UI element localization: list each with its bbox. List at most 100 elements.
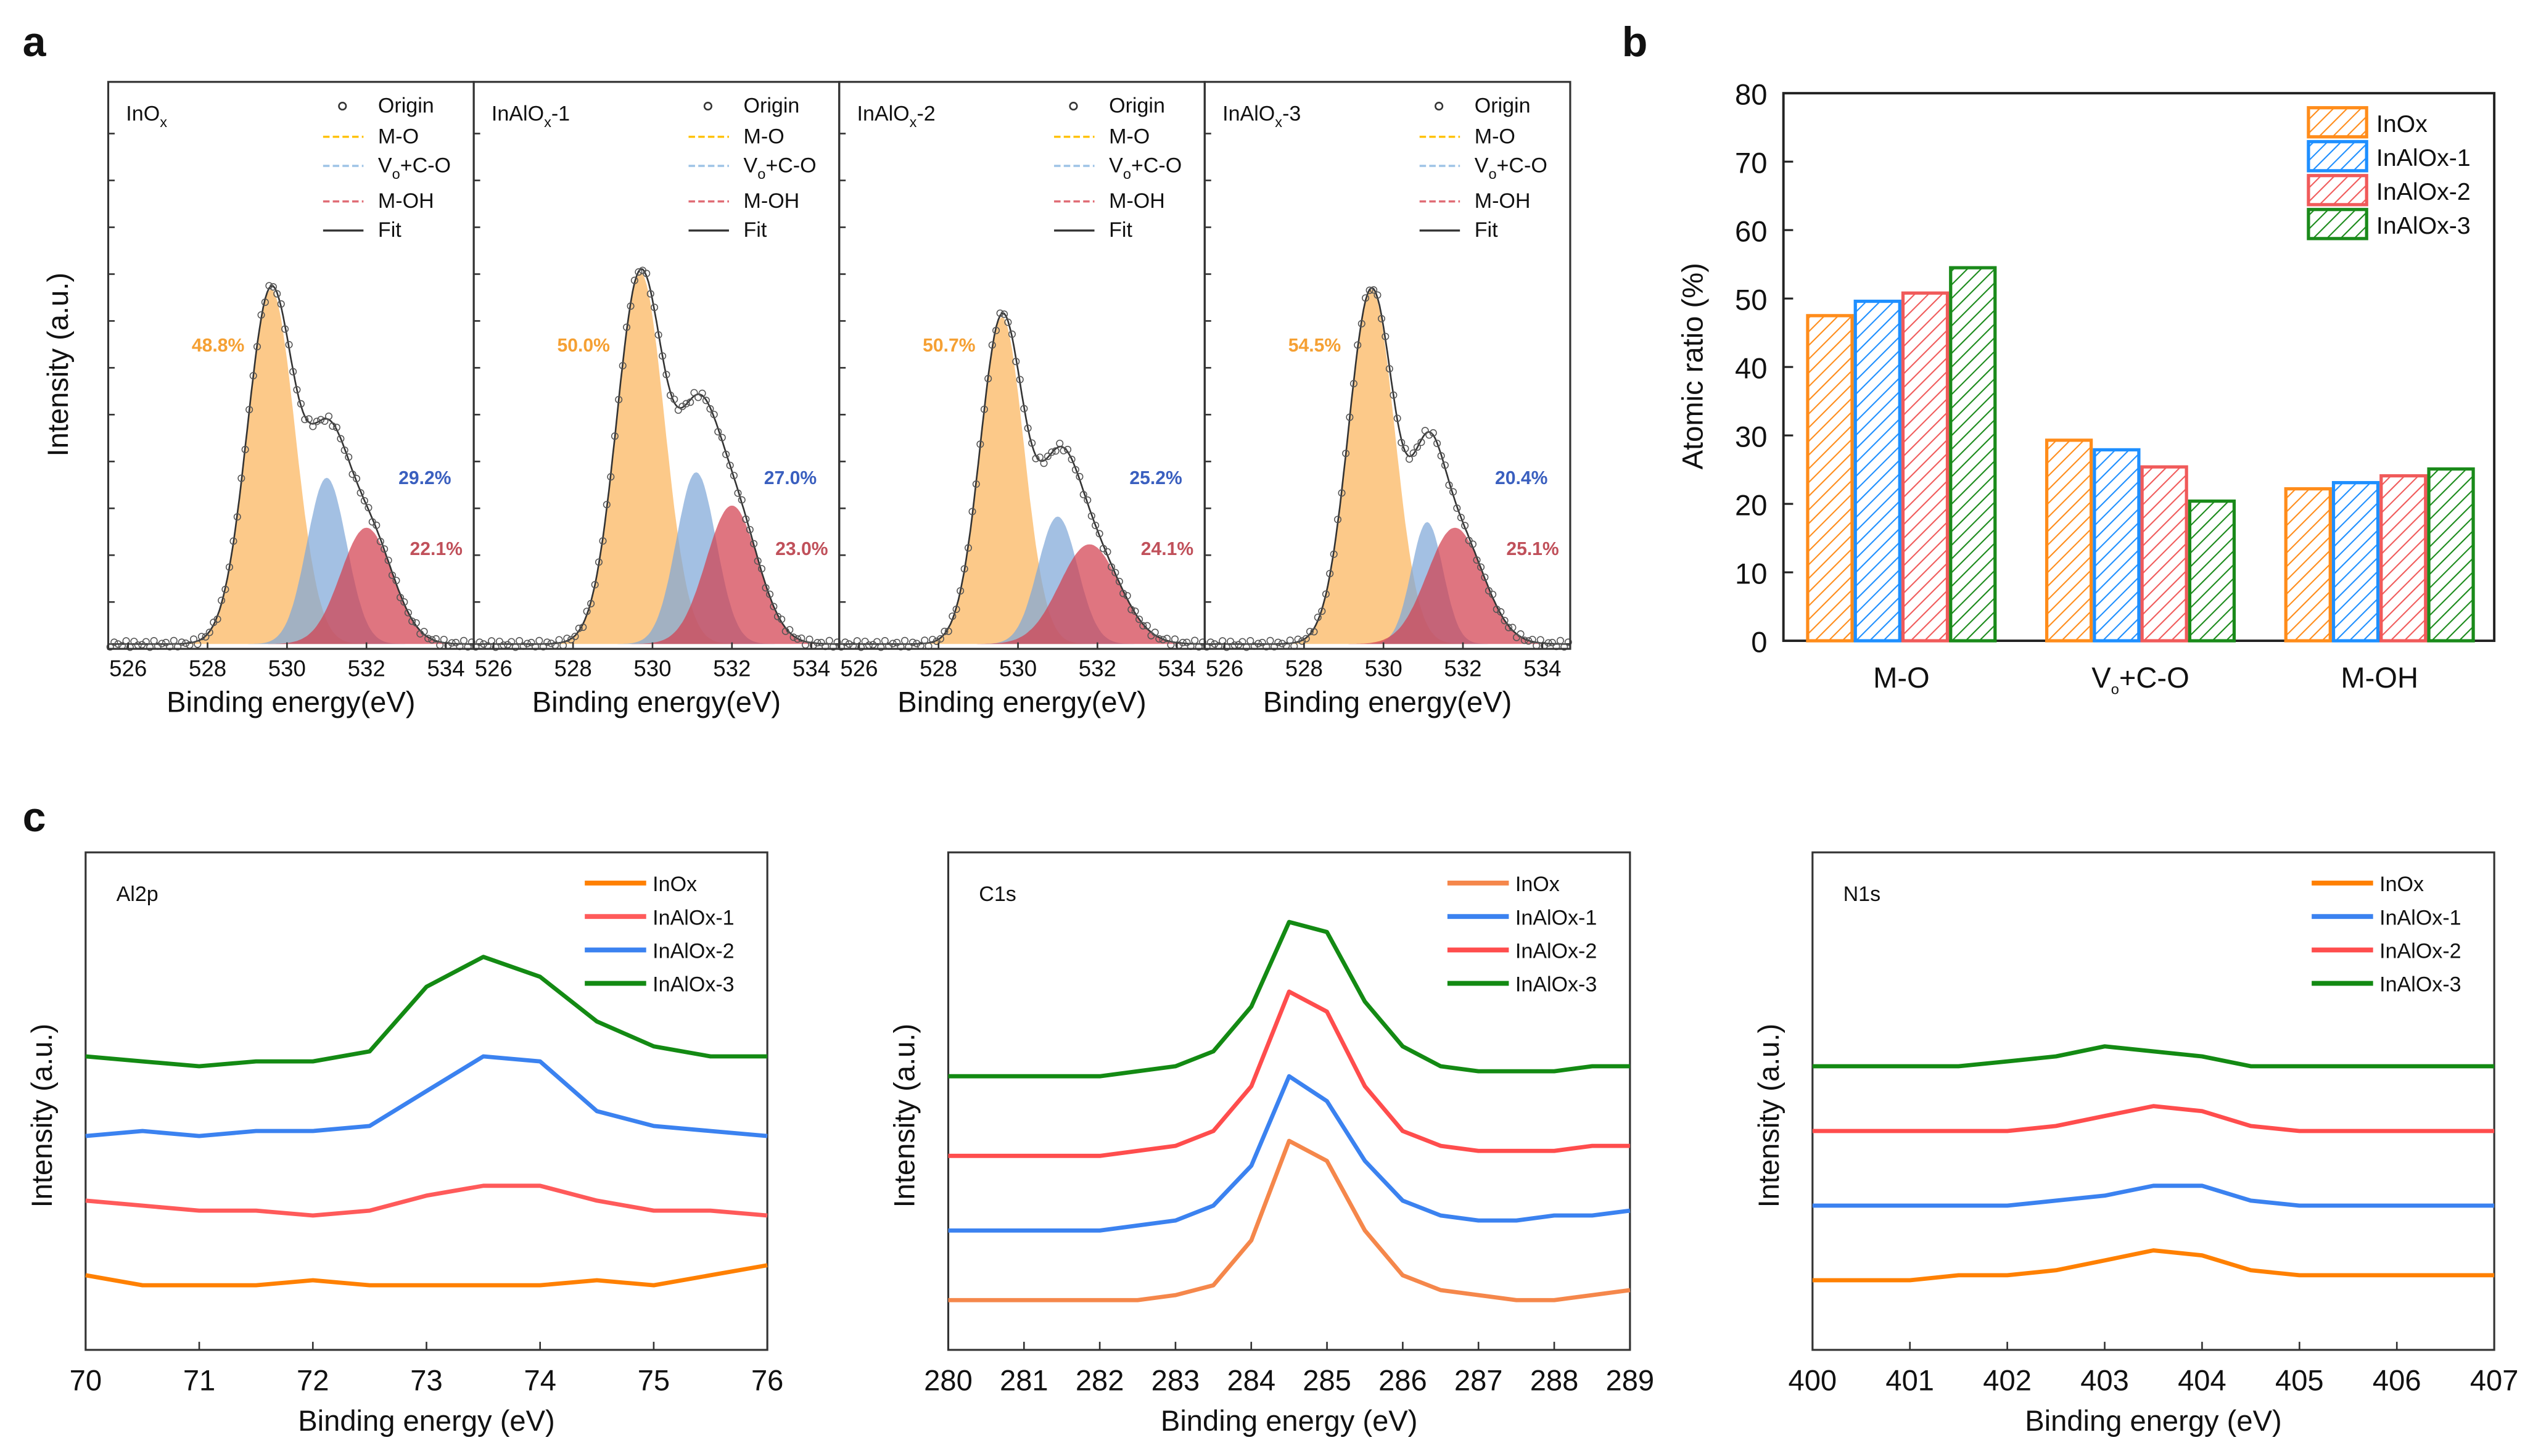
origin-data-point (1111, 569, 1119, 577)
origin-data-point (936, 635, 944, 643)
origin-data-point (523, 640, 531, 648)
origin-data-point (1298, 637, 1306, 645)
origin-data-point (1028, 439, 1036, 447)
legend-entry: InAlOx-2 (1447, 939, 1597, 963)
origin-data-point (607, 473, 615, 481)
subplot-frame (1203, 81, 1571, 650)
x-tick-label: 534 (1158, 656, 1196, 681)
origin-data-point (1222, 643, 1230, 651)
origin-data-point (225, 563, 233, 571)
origin-data-point (1365, 286, 1374, 294)
origin-data-point (448, 639, 456, 647)
origin-data-point (130, 638, 138, 646)
subplot-title: InAlOx-3 (1222, 102, 1301, 130)
subplot-title: N1s (1843, 882, 1881, 906)
legend-entry-vo_co: Vo+C-O (1054, 154, 1182, 182)
origin-data-point (190, 635, 198, 643)
x-tick-label: 287 (1454, 1363, 1503, 1396)
origin-data-point (340, 446, 348, 454)
origin-data-point (1326, 570, 1334, 578)
origin-data-point (1306, 628, 1314, 636)
origin-data-point (781, 627, 789, 635)
legend-label: Fit (744, 218, 767, 242)
series-line-inalox-1 (948, 1074, 1631, 1233)
y-axis-label: Intensity (a.u.) (25, 1024, 58, 1208)
origin-data-point (285, 340, 293, 348)
legend-label-base: V (744, 154, 758, 177)
origin-data-point (1536, 636, 1544, 644)
origin-data-point (1155, 635, 1163, 643)
origin-data-point (365, 504, 373, 512)
origin-data-point (718, 434, 726, 442)
y-axis-label: Intensity (a.u.) (41, 273, 74, 457)
legend-label-base: Fit (1109, 218, 1132, 242)
origin-data-point (1036, 453, 1044, 461)
origin-data-point (1199, 638, 1207, 646)
origin-data-point (845, 640, 853, 648)
component-peak-m_o (474, 273, 839, 644)
origin-data-point (1398, 438, 1406, 446)
origin-data-point (495, 638, 503, 646)
subplot-title-base: InAlO (492, 102, 544, 126)
origin-data-point (1449, 488, 1457, 496)
legend-marker-circle (338, 102, 347, 111)
origin-data-point (1064, 445, 1072, 453)
origin-data-point (1242, 643, 1251, 651)
origin-data-point (1084, 496, 1092, 504)
origin-data-point (583, 607, 591, 615)
legend-label: M-OH (744, 189, 800, 213)
origin-data-point (397, 593, 405, 601)
subplot-title-suffix: -2 (916, 102, 935, 126)
x-tick-label: 282 (1076, 1363, 1124, 1396)
origin-data-point (1374, 291, 1382, 299)
legend-label: InAlOx-3 (2379, 973, 2461, 997)
origin-data-point (670, 395, 678, 403)
component-peak-m_o (1205, 289, 1570, 644)
category-label: M-O (1873, 661, 1930, 694)
origin-data-point (1271, 643, 1279, 651)
legend-label-base: M-O (1109, 125, 1150, 148)
origin-data-point (1544, 639, 1552, 647)
origin-data-point (1385, 364, 1393, 373)
x-tick-label: 528 (920, 656, 957, 681)
origin-data-point (535, 636, 543, 644)
origin-data-point (424, 635, 432, 643)
origin-data-point (158, 640, 166, 648)
series-line-inalox-1 (85, 1183, 768, 1218)
origin-data-point (889, 640, 897, 648)
origin-data-point (182, 639, 190, 648)
origin-data-point (1548, 638, 1556, 646)
x-tick-label: 73 (410, 1363, 442, 1396)
legend-label: InOx (2379, 873, 2424, 896)
origin-data-point (1068, 455, 1076, 463)
origin-data-point (837, 643, 845, 651)
series-line-inalox-3 (948, 919, 1630, 1079)
legend-label: Fit (1475, 218, 1498, 242)
x-tick-label: 75 (638, 1363, 670, 1396)
origin-data-point (933, 637, 941, 645)
origin-data-point (595, 558, 603, 566)
legend-entry-fit: Fit (1054, 218, 1132, 242)
x-tick-label: 400 (1788, 1363, 1837, 1396)
origin-data-point (1310, 628, 1318, 636)
origin-data-point (1481, 574, 1489, 582)
component-peak-m_oh (474, 505, 839, 644)
legend-entry: InOx (585, 873, 697, 896)
origin-data-point (265, 282, 273, 290)
origin-data-point (492, 643, 500, 651)
bar-inalox-3-0 (1949, 266, 1997, 643)
origin-data-point (1000, 310, 1008, 318)
legend-label: Origin (378, 94, 434, 118)
bar-inalox-1-0 (1853, 299, 1901, 643)
subplot-title: InAlOx-2 (857, 102, 936, 130)
origin-data-point (825, 636, 833, 644)
x-tick-label: 76 (751, 1363, 783, 1396)
origin-data-point (813, 639, 822, 647)
origin-data-point (213, 615, 221, 623)
origin-data-point (571, 632, 579, 641)
panel-label-b: b (1622, 19, 1648, 65)
origin-data-point (1333, 516, 1342, 524)
x-tick-label: 532 (348, 656, 385, 681)
subplot-title-subscript: x (160, 114, 167, 130)
origin-data-point (472, 643, 480, 651)
